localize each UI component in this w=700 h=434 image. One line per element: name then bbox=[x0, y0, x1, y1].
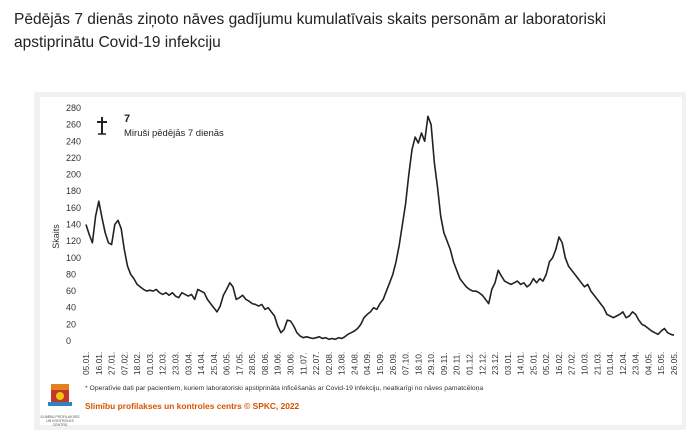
x-tick-label: 01.04. bbox=[605, 352, 615, 375]
x-tick-label: 17.05. bbox=[234, 352, 244, 375]
y-tick-label: 100 bbox=[66, 253, 81, 263]
x-tick-label: 27.01. bbox=[107, 352, 117, 375]
x-tick-label: 11.07. bbox=[298, 352, 308, 375]
x-tick-label: 26.05. bbox=[669, 352, 679, 375]
x-tick-label: 07.10. bbox=[401, 352, 411, 375]
y-tick-label: 240 bbox=[66, 136, 81, 146]
x-tick-label: 23.12. bbox=[490, 352, 500, 375]
y-tick-label: 160 bbox=[66, 203, 81, 213]
y-tick-label: 40 bbox=[66, 303, 76, 313]
x-tick-label: 16.01. bbox=[94, 352, 104, 375]
x-tick-label: 12.04. bbox=[618, 352, 628, 375]
x-tick-label: 25.01. bbox=[528, 352, 538, 375]
x-tick-label: 19.06. bbox=[273, 352, 283, 375]
y-tick-label: 0 bbox=[66, 336, 71, 346]
cross-icon bbox=[97, 117, 107, 135]
x-tick-label: 30.06. bbox=[286, 352, 296, 375]
x-tick-label: 24.08. bbox=[349, 352, 359, 375]
x-tick-label: 12.03. bbox=[158, 352, 168, 375]
x-tick-label: 05.01. bbox=[81, 352, 91, 375]
x-tick-label: 05.02. bbox=[541, 352, 551, 375]
x-tick-label: 13.08. bbox=[337, 352, 347, 375]
x-tick-label: 03.01. bbox=[503, 352, 513, 375]
y-tick-label: 60 bbox=[66, 286, 76, 296]
x-tick-label: 15.05. bbox=[656, 352, 666, 375]
x-tick-label: 15.09. bbox=[375, 352, 385, 375]
y-tick-label: 80 bbox=[66, 269, 76, 279]
y-tick-label: 260 bbox=[66, 120, 81, 130]
x-tick-label: 01.03. bbox=[145, 352, 155, 375]
y-tick-label: 180 bbox=[66, 186, 81, 196]
x-tick-label: 02.08. bbox=[324, 352, 334, 375]
x-tick-label: 28.05. bbox=[247, 352, 257, 375]
x-tick-label: 04.05. bbox=[643, 352, 653, 375]
x-tick-label: 23.03. bbox=[170, 352, 180, 375]
y-tick-label: 20 bbox=[66, 319, 76, 329]
spkc-logo bbox=[48, 384, 72, 406]
x-tick-label: 23.04. bbox=[631, 352, 641, 375]
logo-caption: SLIMĪBU PROFILAKSES UN KONTROLES CENTRS bbox=[40, 415, 80, 427]
legend-value: 7 bbox=[124, 113, 131, 125]
x-tick-label: 26.09. bbox=[388, 352, 398, 375]
x-tick-label: 27.02. bbox=[567, 352, 577, 375]
x-tick-label: 18.10. bbox=[413, 352, 423, 375]
x-tick-label: 10.03. bbox=[580, 352, 590, 375]
y-tick-label: 200 bbox=[66, 170, 81, 180]
x-tick-label: 21.03. bbox=[592, 352, 602, 375]
y-tick-label: 280 bbox=[66, 103, 81, 113]
x-tick-label: 12.12. bbox=[477, 352, 487, 375]
x-tick-label: 06.05. bbox=[222, 352, 232, 375]
footnote: * Operatīvie dati par pacientiem, kuriem… bbox=[85, 385, 484, 392]
x-tick-label: 07.02. bbox=[119, 352, 129, 375]
legend-label: Miruši pēdējās 7 dienās bbox=[124, 128, 224, 139]
x-tick-label: 18.02. bbox=[132, 352, 142, 375]
x-tick-label: 14.01. bbox=[516, 352, 526, 375]
x-tick-label: 09.11. bbox=[439, 352, 449, 375]
x-tick-label: 29.10. bbox=[426, 352, 436, 375]
y-axis-label: Skaits bbox=[51, 224, 61, 249]
x-tick-label: 20.11. bbox=[452, 352, 462, 375]
x-tick-label: 14.04. bbox=[196, 352, 206, 375]
x-tick-label: 03.04. bbox=[183, 352, 193, 375]
x-tick-label: 01.12. bbox=[464, 352, 474, 375]
x-tick-label: 08.06. bbox=[260, 352, 270, 375]
series-line-0 bbox=[85, 115, 675, 341]
x-tick-label: 16.02. bbox=[554, 352, 564, 375]
page-title: Pēdējās 7 dienās ziņoto nāves gadījumu k… bbox=[14, 11, 606, 51]
x-tick-label: 22.07. bbox=[311, 352, 321, 375]
y-tick-label: 140 bbox=[66, 220, 81, 230]
y-tick-label: 220 bbox=[66, 153, 81, 163]
x-tick-label: 04.09. bbox=[362, 352, 372, 375]
chart-card bbox=[40, 97, 682, 425]
credit-text: Slimību profilakses un kontroles centrs … bbox=[85, 401, 300, 411]
y-tick-label: 120 bbox=[66, 236, 81, 246]
x-tick-label: 25.04. bbox=[209, 352, 219, 375]
